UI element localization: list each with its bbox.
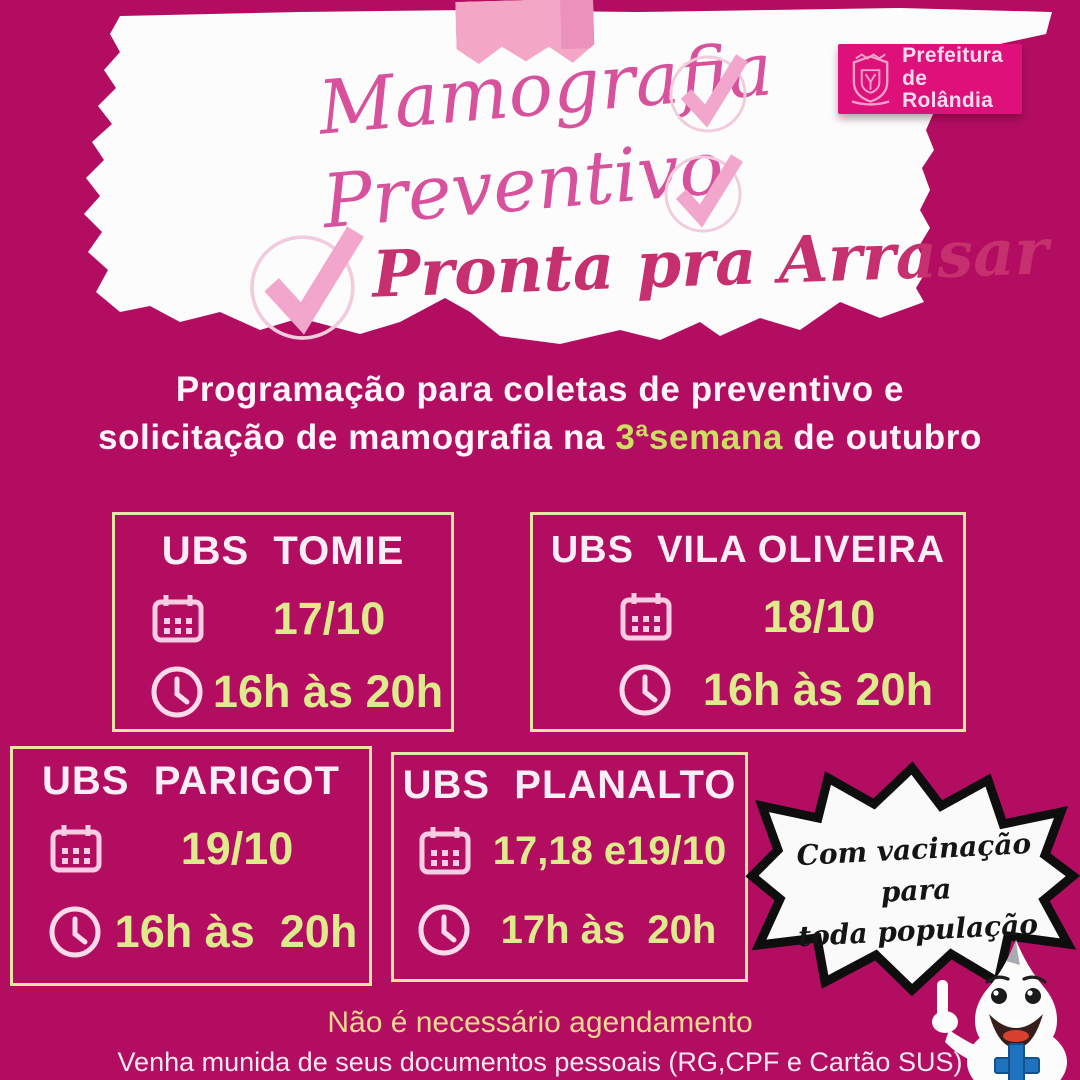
headline-highlight-week: 3ªsemana [615,418,783,458]
badge-text-line2: de Rolândia [902,66,994,113]
burst-line1: Com vacinação para [795,826,1032,909]
ubs-card-name: UBS VILA OLIVEIRA [550,529,946,571]
headline-line2-after: de outubro [782,418,982,458]
time-row: 16h às 20h [533,662,963,718]
ubs-time: 16h às 20h [702,664,934,715]
vaccination-burst: Com vacinação para toda população [745,758,1080,998]
ubs-date: 19/10 [180,823,294,874]
headline-line2: solicitação de mamografia na 3ªsemana de… [0,414,1080,462]
headline-line2-before: solicitação de mamografia na [98,418,616,458]
calendar-icon [419,827,471,875]
coat-of-arms-icon [851,53,890,106]
time-row: 17h às 20h [394,902,745,958]
footer: Não é necessário agendamento Venha munid… [0,1006,1080,1078]
date-row: 17/10 [115,590,451,648]
torn-paper-panel [84,8,1052,344]
ubs-card-name: UBS PLANALTO [402,763,737,807]
date-row: 18/10 [533,588,963,646]
clock-icon [619,664,671,716]
ubs-date: 17,18 e19/10 [492,828,727,873]
ubs-card-vila-oliveira: UBS VILA OLIVEIRA 18/10 16h às 20h [530,512,966,732]
ubs-card-name: UBS TOMIE [161,529,405,573]
starburst-shape [745,761,1080,997]
ze-gotinha-mascot [932,940,1067,1080]
badge-text-line1: Prefeitura [902,43,1004,67]
ubs-date: 17/10 [272,593,386,644]
ubs-time: 16h às 20h [114,906,358,957]
checkmark-icon [669,54,748,133]
ubs-card-planalto: UBS PLANALTO 17,18 e19/10 17h às 20h [391,752,748,982]
ubs-card-parigot: UBS PARIGOT 19/10 16h às 20h [10,746,372,986]
ubs-card-tomie: UBS TOMIE 17/10 16h às 20h [112,512,454,732]
schedule-headline: Programação para coletas de preventivo e… [0,366,1080,463]
checkmark-icon [250,226,364,340]
prefeitura-badge: Prefeitura de Rolândia [838,44,1022,114]
footer-no-appointment: Não é necessário agendamento [327,1006,753,1039]
ubs-time: 16h às 20h [212,666,444,717]
date-row: 19/10 [13,820,369,878]
time-row: 16h às 20h [115,664,451,720]
calendar-icon [152,595,204,643]
clock-icon [151,666,203,718]
headline-line1: Programação para coletas de preventivo e [175,370,905,409]
date-row: 17,18 e19/10 [394,822,745,880]
ubs-card-name: UBS PARIGOT [42,759,340,803]
clock-icon [49,906,101,958]
ubs-time: 17h às 20h [500,907,717,952]
calendar-icon [620,593,672,641]
checkmark-icon [664,154,743,233]
calendar-icon [50,825,102,873]
ubs-date: 18/10 [762,591,876,642]
clock-icon [418,904,470,956]
footer-documents: Venha munida de seus documentos pessoais… [117,1047,963,1077]
time-row: 16h às 20h [13,904,369,960]
